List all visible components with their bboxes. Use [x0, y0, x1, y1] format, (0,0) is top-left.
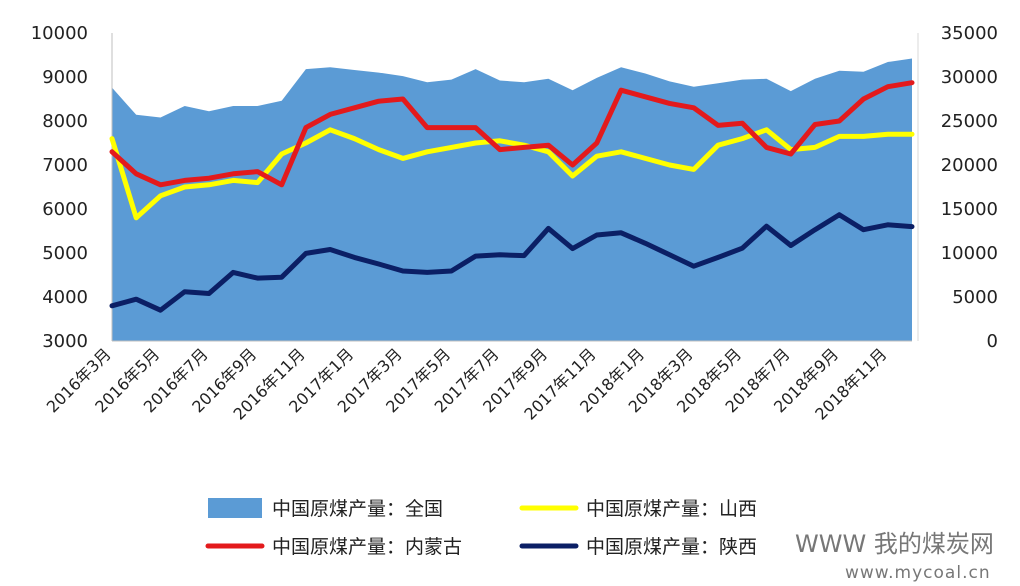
y-left-tick-label: 6000: [42, 199, 88, 220]
y-right-tick-label: 25000: [941, 111, 998, 132]
watermark: WWW 我的煤炭网 www.mycoal.cn: [795, 530, 994, 583]
legend-label: 中国原煤产量：山西: [586, 498, 757, 520]
y-left-tick-label: 8000: [42, 111, 88, 132]
y-left-tick-label: 9000: [42, 67, 88, 88]
y-left-tick-label: 5000: [42, 243, 88, 264]
line-series-neimenggu: [109, 80, 915, 188]
legend-label: 中国原煤产量：内蒙古: [272, 536, 462, 558]
y-left-tick-label: 10000: [31, 23, 88, 44]
watermark-url: www.mycoal.cn: [845, 563, 991, 583]
y-right-tick-label: 10000: [941, 243, 998, 264]
legend-item: 中国原煤产量：内蒙古: [205, 536, 462, 558]
line-series-shanxi: [109, 127, 915, 221]
legend-swatch: [208, 498, 262, 518]
axis-layer: [111, 33, 919, 342]
legend-item: 中国原煤产量：陕西: [519, 536, 757, 558]
watermark-text: WWW 我的煤炭网: [795, 530, 994, 558]
y-right-tick-label: 5000: [952, 287, 998, 308]
legend-item: 中国原煤产量：山西: [519, 498, 757, 520]
y-right-tick-label: 20000: [941, 155, 998, 176]
y-right-tick-label: 30000: [941, 67, 998, 88]
legend-label: 中国原煤产量：陕西: [586, 536, 757, 558]
y-right-tick-label: 15000: [941, 199, 998, 220]
y-right-tick-label: 35000: [941, 23, 998, 44]
lines-layer: [109, 80, 915, 313]
area-series-national: [112, 58, 912, 341]
area-layer: [112, 58, 912, 341]
line-series-shaanxi: [109, 212, 915, 313]
y-left-tick-label: 3000: [42, 331, 88, 352]
y-right-tick-label: 0: [987, 331, 998, 352]
legend-item: 中国原煤产量：全国: [208, 498, 443, 520]
y-left-tick-label: 7000: [42, 155, 88, 176]
legend-label: 中国原煤产量：全国: [272, 498, 443, 520]
y-left-tick-label: 4000: [42, 287, 88, 308]
